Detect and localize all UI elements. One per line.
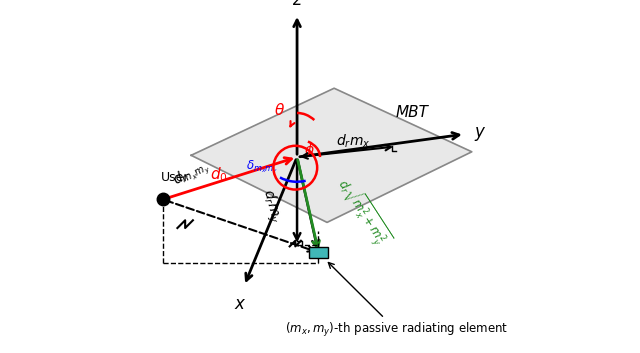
Text: $d_r m_x$: $d_r m_x$ — [336, 133, 371, 150]
Text: $\delta_{m_x m_y}$: $\delta_{m_x m_y}$ — [246, 159, 278, 176]
Text: $d_r\sqrt{m_x^2+m_y^2}$: $d_r\sqrt{m_x^2+m_y^2}$ — [331, 173, 394, 251]
Text: $d_r m_y$: $d_r m_y$ — [257, 187, 284, 226]
Text: $z$: $z$ — [291, 0, 303, 9]
FancyBboxPatch shape — [308, 247, 328, 258]
Text: $x$: $x$ — [234, 295, 247, 313]
Text: $d_{m_x m_y}$: $d_{m_x m_y}$ — [170, 155, 212, 191]
Polygon shape — [191, 88, 472, 222]
Text: $d_0$: $d_0$ — [211, 166, 228, 184]
Text: MBT: MBT — [396, 106, 428, 120]
Text: User: User — [161, 170, 189, 184]
Text: $(m_x, m_y)$-th passive radiating element: $(m_x, m_y)$-th passive radiating elemen… — [285, 263, 508, 339]
Text: $\theta$: $\theta$ — [274, 102, 285, 118]
Text: $y$: $y$ — [474, 125, 486, 143]
Text: $\phi$: $\phi$ — [304, 141, 315, 159]
